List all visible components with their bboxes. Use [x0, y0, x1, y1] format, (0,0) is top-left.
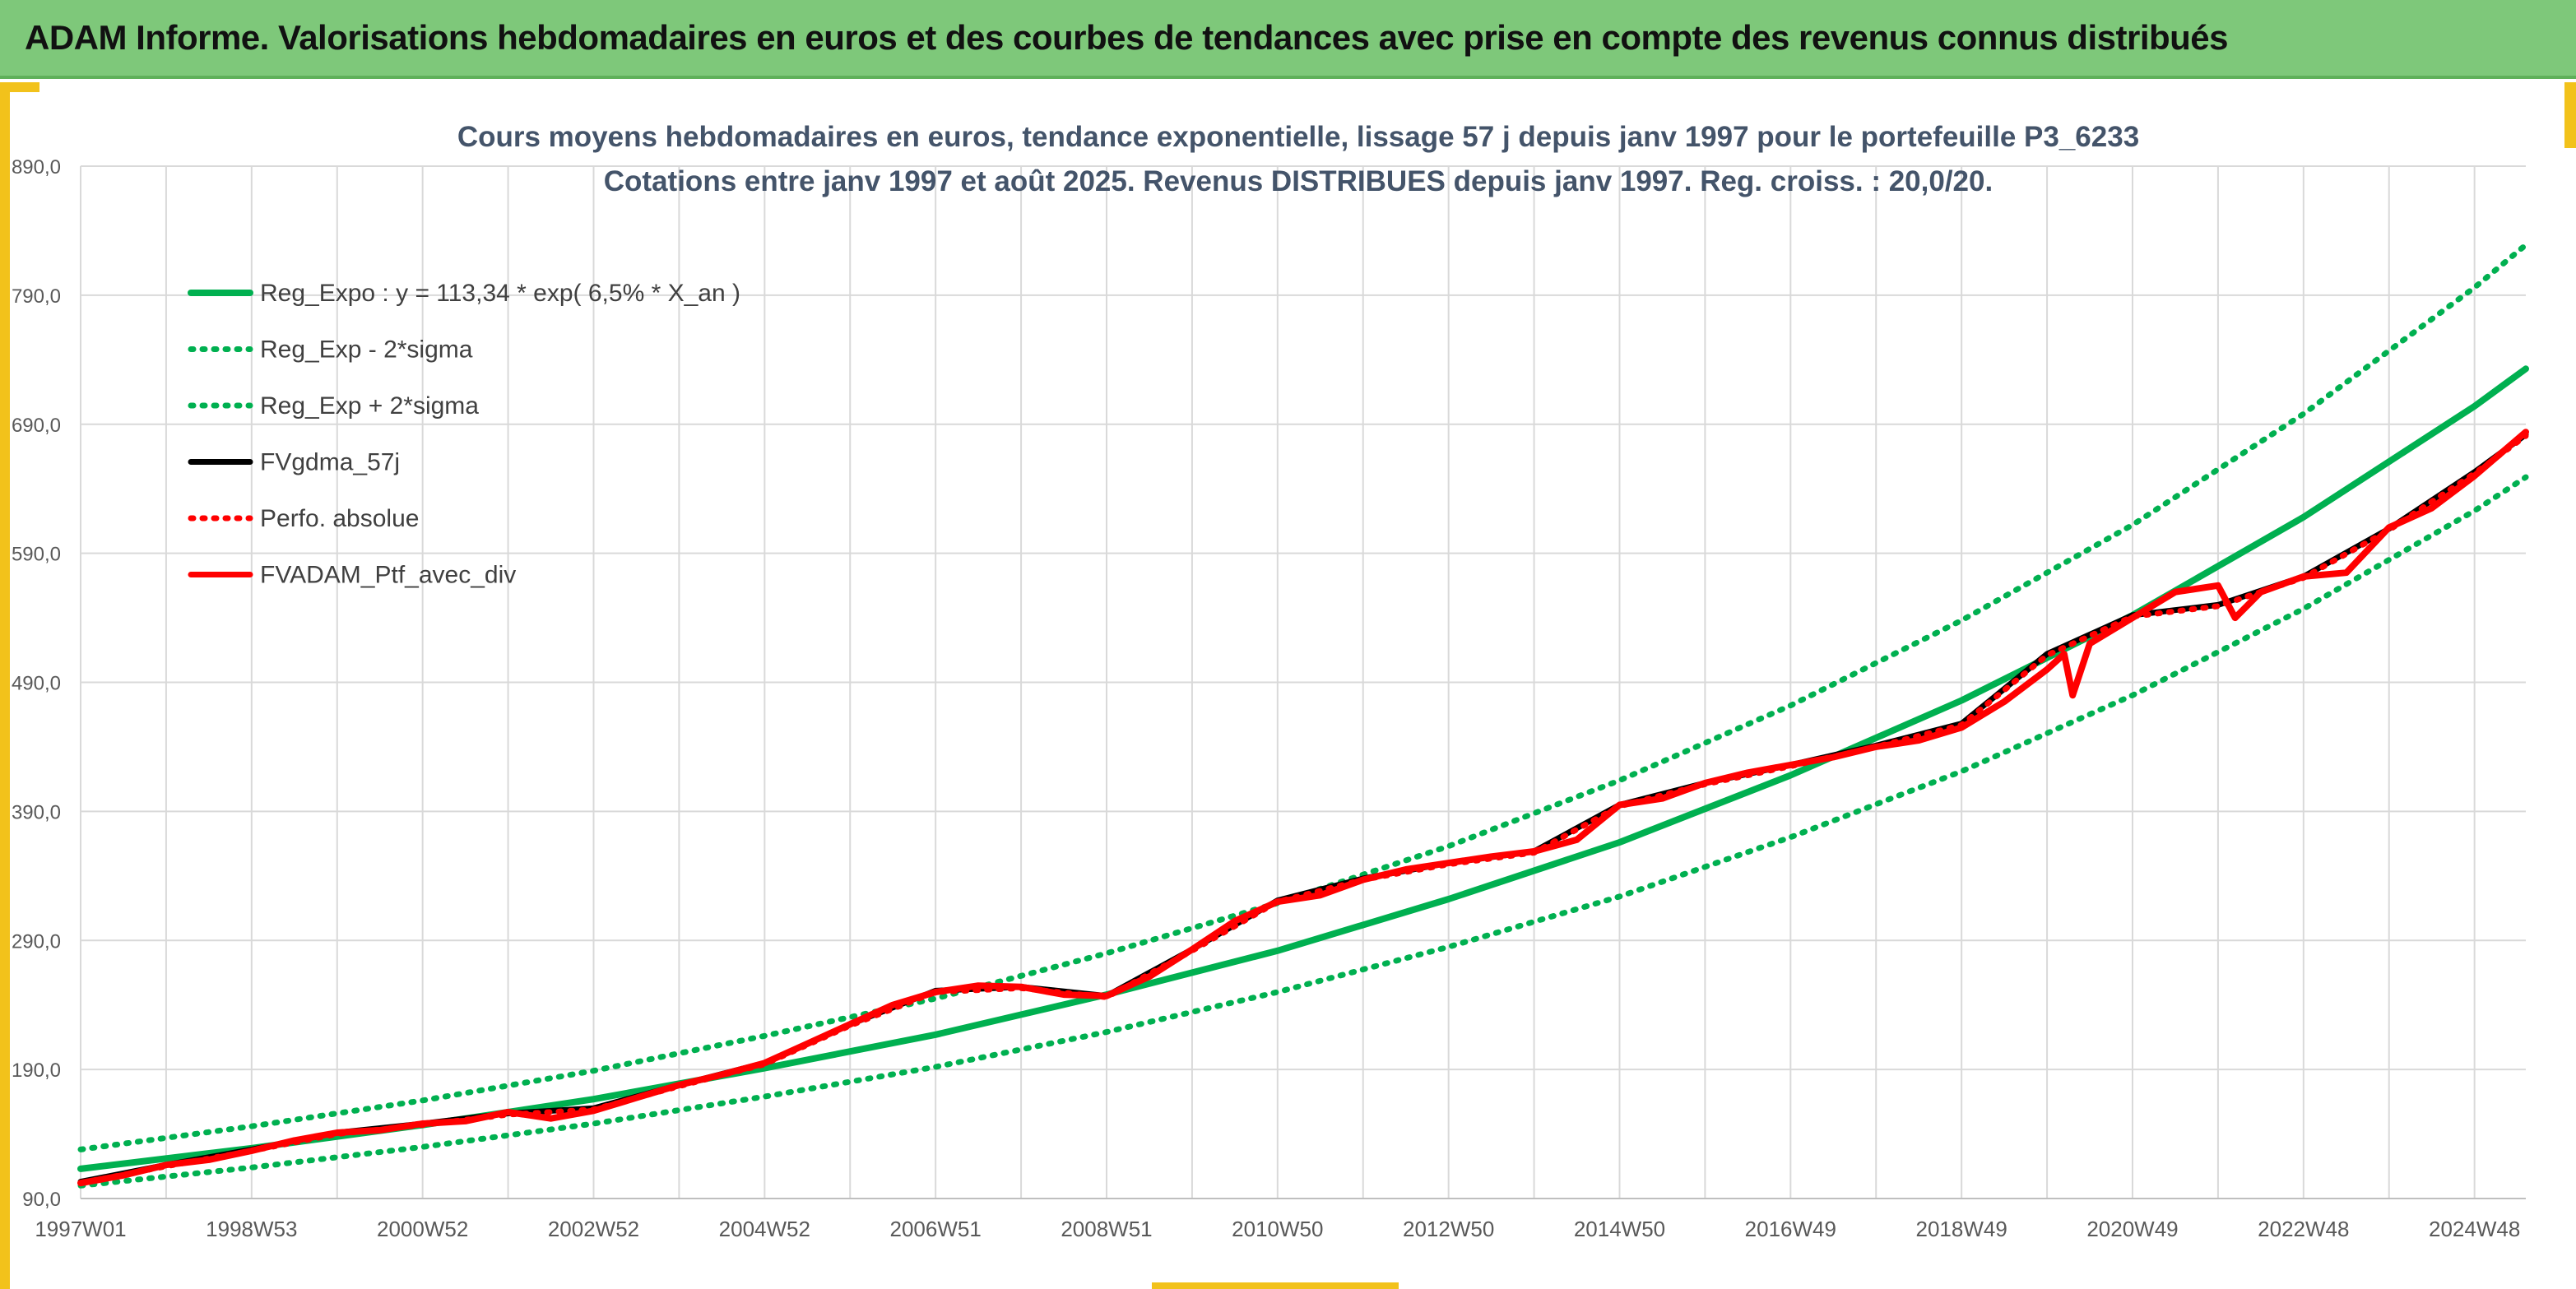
legend-label: Reg_Exp - 2*sigma [260, 336, 473, 364]
x-tick-label: 2024W48 [2429, 1217, 2520, 1241]
chart-title: Cours moyens hebdomadaires en euros, ten… [457, 121, 2139, 153]
y-tick-label: 390,0 [12, 801, 61, 823]
x-tick-label: 2006W51 [890, 1217, 982, 1241]
series-line-0 [77, 365, 2529, 1172]
x-tick-label: 2022W48 [2258, 1217, 2349, 1241]
y-tick-label: 190,0 [12, 1059, 61, 1082]
banner-title: ADAM Informe. Valorisations hebdomadaire… [25, 18, 2229, 57]
x-tick-label: 2016W49 [1745, 1217, 1836, 1241]
y-tick-label: 890,0 [12, 156, 61, 179]
frame-left-corner [0, 82, 39, 92]
y-tick-label: 690,0 [12, 415, 61, 437]
header-banner: ADAM Informe. Valorisations hebdomadaire… [0, 0, 2576, 79]
x-tick-label: 1998W53 [206, 1217, 297, 1241]
legend-label: FVgdma_57j [260, 449, 400, 476]
series-line-4 [77, 433, 2529, 1186]
chart-subtitle: Cotations entre janv 1997 et août 2025. … [604, 165, 1993, 197]
grid [80, 165, 2526, 1199]
x-tick-label: 1997W01 [35, 1217, 126, 1241]
series-line-1 [77, 474, 2529, 1189]
x-tick-label: 2002W52 [548, 1217, 639, 1241]
x-tick-label: 2014W50 [1574, 1217, 1665, 1241]
frame-left-border [0, 82, 10, 1289]
x-tick-label: 2012W50 [1403, 1217, 1494, 1241]
series-line-2 [77, 242, 2529, 1152]
y-tick-label: 490,0 [12, 673, 61, 695]
y-tick-label: 790,0 [12, 285, 61, 308]
y-tick-label: 290,0 [12, 930, 61, 953]
x-tick-label: 2000W52 [377, 1217, 468, 1241]
x-tick-label: 2018W49 [1915, 1217, 2007, 1241]
legend: Reg_Expo : y = 113,34 * exp( 6,5% * X_an… [188, 280, 740, 589]
frame-bottom-accent [1152, 1282, 1399, 1289]
series [77, 242, 2529, 1189]
axes: 90,0 190,0 290,0 390,0 490,0 590,0 690,0 790,0 8… [12, 156, 2526, 1241]
series-line-5 [77, 429, 2529, 1187]
frame-right-corner [2564, 82, 2576, 148]
y-tick-label: 90,0 [22, 1189, 61, 1211]
legend-label: Reg_Exp + 2*sigma [260, 392, 479, 420]
legend-label: Reg_Expo : y = 113,34 * exp( 6,5% * X_an… [260, 280, 740, 307]
x-tick-label: 2008W51 [1061, 1217, 1152, 1241]
x-tick-label: 2004W52 [719, 1217, 810, 1241]
legend-label: Perfo. absolue [260, 505, 419, 532]
y-tick-label: 590,0 [12, 544, 61, 566]
x-tick-label: 2020W49 [2086, 1217, 2178, 1241]
legend-label: FVADAM_Ptf_avec_div [260, 562, 516, 589]
x-tick-label: 2010W50 [1232, 1217, 1323, 1241]
